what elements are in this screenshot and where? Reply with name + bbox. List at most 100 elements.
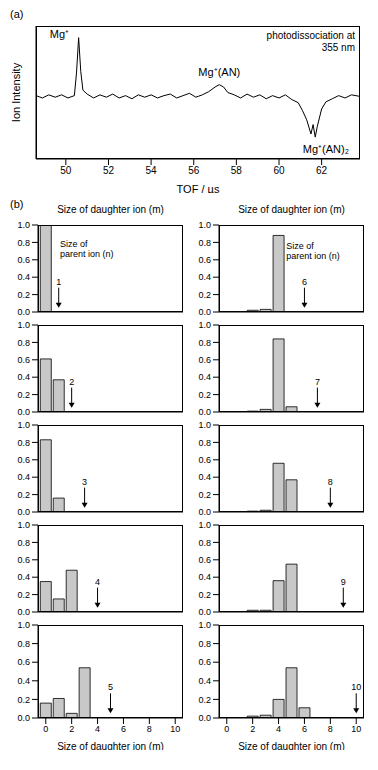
svg-text:0.4: 0.4 xyxy=(17,272,30,282)
svg-text:0: 0 xyxy=(224,724,229,734)
svg-text:0.6: 0.6 xyxy=(198,355,211,365)
svg-text:1.0: 1.0 xyxy=(17,320,30,330)
svg-text:0.8: 0.8 xyxy=(17,238,30,248)
svg-text:Size of daughter ion (m): Size of daughter ion (m) xyxy=(238,741,345,750)
svg-text:4: 4 xyxy=(95,577,100,587)
svg-text:1.0: 1.0 xyxy=(198,620,211,630)
svg-text:62: 62 xyxy=(316,165,328,176)
svg-text:0.8: 0.8 xyxy=(198,438,211,448)
svg-text:6: 6 xyxy=(121,724,126,734)
svg-text:0.2: 0.2 xyxy=(198,695,211,705)
html-text:photodissociation at 355 nm: photodissociation at 355 nm xyxy=(266,30,355,53)
svg-text:0.4: 0.4 xyxy=(198,572,211,582)
svg-text:10: 10 xyxy=(170,724,180,734)
svg-text:0.2: 0.2 xyxy=(198,490,211,500)
svg-text:0.4: 0.4 xyxy=(17,472,30,482)
svg-text:0.8: 0.8 xyxy=(198,238,211,248)
svg-text:1.0: 1.0 xyxy=(198,320,211,330)
svg-text:0.0: 0.0 xyxy=(17,607,30,617)
svg-text:0.2: 0.2 xyxy=(17,590,30,600)
svg-text:0.2: 0.2 xyxy=(198,390,211,400)
svg-text:0.2: 0.2 xyxy=(17,290,30,300)
svg-text:1.0: 1.0 xyxy=(17,220,30,230)
svg-text:0.0: 0.0 xyxy=(17,407,30,417)
svg-text:1: 1 xyxy=(56,277,61,287)
svg-text:TOF / µs: TOF / µs xyxy=(177,183,220,193)
svg-text:Mg⁺: Mg⁺ xyxy=(50,28,69,40)
svg-text:4: 4 xyxy=(276,724,281,734)
svg-text:0.2: 0.2 xyxy=(17,490,30,500)
svg-text:0.8: 0.8 xyxy=(17,538,30,548)
svg-text:Size of daughter ion (m): Size of daughter ion (m) xyxy=(57,741,164,750)
svg-text:0.4: 0.4 xyxy=(198,372,211,382)
svg-text:0.0: 0.0 xyxy=(17,713,30,723)
svg-text:0.0: 0.0 xyxy=(17,307,30,317)
svg-text:50: 50 xyxy=(60,165,72,176)
svg-text:0.2: 0.2 xyxy=(17,695,30,705)
svg-text:0.8: 0.8 xyxy=(198,538,211,548)
svg-text:0.2: 0.2 xyxy=(17,390,30,400)
svg-text:1.0: 1.0 xyxy=(17,620,30,630)
html-text:(a): (a) xyxy=(10,8,24,20)
svg-text:0.8: 0.8 xyxy=(198,639,211,649)
svg-text:0.0: 0.0 xyxy=(198,507,211,517)
svg-text:Mg⁺(AN): Mg⁺(AN) xyxy=(198,66,240,78)
svg-text:0.6: 0.6 xyxy=(17,255,30,265)
svg-text:5: 5 xyxy=(108,682,113,692)
svg-text:0.6: 0.6 xyxy=(17,657,30,667)
svg-text:0.0: 0.0 xyxy=(17,507,30,517)
svg-text:0.0: 0.0 xyxy=(198,407,211,417)
svg-text:1.0: 1.0 xyxy=(198,420,211,430)
svg-text:56: 56 xyxy=(188,165,200,176)
svg-text:2: 2 xyxy=(69,377,74,387)
svg-text:1.0: 1.0 xyxy=(198,520,211,530)
svg-text:0.4: 0.4 xyxy=(198,272,211,282)
svg-text:54: 54 xyxy=(146,165,158,176)
svg-text:2: 2 xyxy=(69,724,74,734)
svg-text:0.4: 0.4 xyxy=(17,372,30,382)
svg-text:0.2: 0.2 xyxy=(198,290,211,300)
svg-text:Size ofparent ion (n): Size ofparent ion (n) xyxy=(60,239,114,259)
svg-text:8: 8 xyxy=(328,724,333,734)
svg-text:6: 6 xyxy=(302,724,307,734)
svg-text:0.8: 0.8 xyxy=(17,438,30,448)
svg-text:0.0: 0.0 xyxy=(198,307,211,317)
svg-text:0.6: 0.6 xyxy=(198,555,211,565)
svg-text:0.6: 0.6 xyxy=(198,255,211,265)
svg-text:0.4: 0.4 xyxy=(17,676,30,686)
svg-text:1.0: 1.0 xyxy=(198,220,211,230)
svg-text:9: 9 xyxy=(341,577,346,587)
svg-text:0.6: 0.6 xyxy=(17,355,30,365)
svg-text:60: 60 xyxy=(273,165,285,176)
svg-text:7: 7 xyxy=(315,377,320,387)
svg-text:8: 8 xyxy=(147,724,152,734)
svg-text:10: 10 xyxy=(351,682,361,692)
svg-text:0.4: 0.4 xyxy=(198,472,211,482)
svg-text:0.6: 0.6 xyxy=(198,455,211,465)
svg-text:0.0: 0.0 xyxy=(198,713,211,723)
svg-text:3: 3 xyxy=(82,477,87,487)
svg-text:0.8: 0.8 xyxy=(17,338,30,348)
svg-text:Size ofparent ion (n): Size ofparent ion (n) xyxy=(286,241,340,261)
svg-text:0.6: 0.6 xyxy=(17,555,30,565)
svg-text:0.4: 0.4 xyxy=(17,572,30,582)
svg-text:52: 52 xyxy=(103,165,115,176)
svg-text:Mg⁺(AN)₂: Mg⁺(AN)₂ xyxy=(303,143,349,155)
svg-text:0.4: 0.4 xyxy=(198,676,211,686)
svg-text:0.6: 0.6 xyxy=(17,455,30,465)
svg-text:0.2: 0.2 xyxy=(198,590,211,600)
svg-text:10: 10 xyxy=(351,724,361,734)
svg-text:8: 8 xyxy=(328,477,333,487)
svg-text:0: 0 xyxy=(43,724,48,734)
svg-text:4: 4 xyxy=(95,724,100,734)
svg-text:0.0: 0.0 xyxy=(198,607,211,617)
svg-text:0.8: 0.8 xyxy=(198,338,211,348)
svg-text:6: 6 xyxy=(302,277,307,287)
svg-text:1.0: 1.0 xyxy=(17,420,30,430)
svg-text:Ion Intensity: Ion Intensity xyxy=(10,62,22,122)
svg-text:2: 2 xyxy=(250,724,255,734)
svg-text:58: 58 xyxy=(231,165,243,176)
svg-text:0.8: 0.8 xyxy=(17,639,30,649)
svg-text:0.6: 0.6 xyxy=(198,657,211,667)
svg-text:1.0: 1.0 xyxy=(17,520,30,530)
